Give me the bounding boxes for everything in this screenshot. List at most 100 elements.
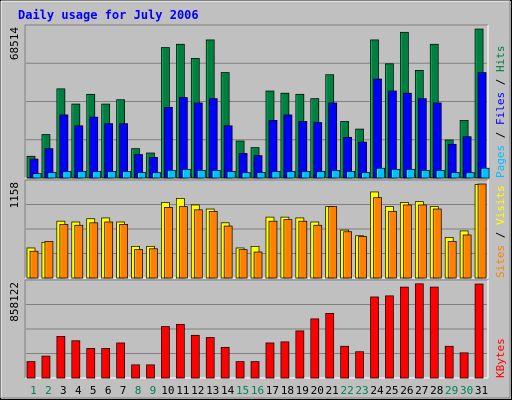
bar-pages-day-9 <box>152 172 161 179</box>
x-tick-label-day-20: 20 <box>311 384 324 397</box>
bar-kbytes-day-18 <box>280 341 290 379</box>
legend-item-sites: Sites <box>494 245 507 278</box>
bar-sites-day-20 <box>313 224 323 279</box>
x-tick-label-day-1: 1 <box>30 384 37 397</box>
x-tick-label-day-15: 15 <box>236 384 249 397</box>
bar-pages-day-1 <box>32 173 42 179</box>
bar-sites-day-2 <box>44 241 54 279</box>
y-max-label: 1158 <box>8 182 21 209</box>
bar-pages-day-24 <box>376 167 385 179</box>
bar-sites-day-25 <box>388 211 397 279</box>
bar-pages-day-26 <box>406 168 415 179</box>
x-tick-label-day-10: 10 <box>161 384 174 397</box>
bar-pages-day-18 <box>286 171 296 179</box>
bar-pages-day-13 <box>211 170 221 179</box>
bar-kbytes-day-13 <box>205 337 215 379</box>
bar-pages-day-16 <box>256 172 266 179</box>
bar-sites-day-24 <box>373 197 382 279</box>
bar-sites-day-8 <box>134 249 143 279</box>
bar-kbytes-day-8 <box>131 364 140 379</box>
bar-pages-day-31 <box>480 167 490 179</box>
bar-kbytes-day-23 <box>355 351 364 379</box>
bar-kbytes-day-3 <box>56 336 66 379</box>
x-tick-label-day-25: 25 <box>385 384 398 397</box>
x-tick-label-day-7: 7 <box>120 384 127 397</box>
bar-pages-day-25 <box>391 168 400 179</box>
bar-kbytes-day-14 <box>220 346 230 379</box>
x-tick-label-day-24: 24 <box>370 384 384 397</box>
bar-sites-day-23 <box>358 236 367 279</box>
legend-item-pages: Pages <box>494 145 507 178</box>
bar-pages-day-5 <box>92 171 102 179</box>
legend-visits_sites: Sites / Visits <box>494 185 507 278</box>
bar-kbytes-day-4 <box>71 340 81 379</box>
bar-kbytes-day-7 <box>116 342 125 379</box>
bar-pages-day-23 <box>361 172 370 179</box>
bar-sites-day-26 <box>403 204 412 279</box>
bar-sites-day-7 <box>119 224 128 279</box>
legend-hits_files_pages: Pages / Files / Hits <box>494 46 507 179</box>
bar-sites-day-22 <box>343 231 352 279</box>
bar-kbytes-day-24 <box>370 296 379 379</box>
bar-sites-day-27 <box>417 204 427 279</box>
y-max-label: 68514 <box>8 27 21 60</box>
bar-pages-day-2 <box>47 172 57 179</box>
legend-separator: / <box>494 72 507 92</box>
x-tick-label-day-30: 30 <box>460 384 473 397</box>
x-tick-label-day-17: 17 <box>266 384 279 397</box>
bar-kbytes-day-2 <box>41 355 51 379</box>
chart-title: Daily usage for July 2006 <box>18 8 199 22</box>
bar-sites-day-21 <box>328 206 338 279</box>
bar-pages-day-3 <box>62 171 72 179</box>
bar-pages-day-7 <box>122 171 131 179</box>
bar-pages-day-4 <box>77 171 87 179</box>
bar-kbytes-day-17 <box>265 342 275 379</box>
bar-kbytes-day-25 <box>385 295 394 379</box>
x-axis-labels: 1 2 3 4 5 6 7 8 9 10 11 12 13 14 15 16 17 18 19 20 21 22 23 24 2… <box>30 384 488 397</box>
x-tick-label-day-23: 23 <box>355 384 368 397</box>
bar-kbytes-day-11 <box>176 323 185 379</box>
panel-kbytes: 858122 KBytes <box>8 279 507 379</box>
x-tick-label-day-2: 2 <box>45 384 52 397</box>
x-tick-label-day-6: 6 <box>105 384 112 397</box>
bar-pages-day-22 <box>346 171 355 179</box>
bar-pages-day-20 <box>316 171 326 179</box>
bar-pages-day-10 <box>167 170 176 179</box>
x-tick-label-day-22: 22 <box>340 384 353 397</box>
bar-kbytes-day-1 <box>26 361 36 379</box>
bar-sites-day-18 <box>283 219 293 279</box>
bar-sites-day-12 <box>193 209 203 279</box>
bar-kbytes-day-30 <box>459 352 469 379</box>
bar-sites-day-14 <box>223 225 233 279</box>
x-tick-label-day-27: 27 <box>415 384 428 397</box>
bar-pages-day-21 <box>331 170 341 179</box>
bar-sites-day-30 <box>462 234 472 279</box>
x-tick-label-day-29: 29 <box>445 384 458 397</box>
x-tick-label-day-28: 28 <box>430 384 443 397</box>
bar-kbytes-day-22 <box>340 345 349 379</box>
bar-pages-day-11 <box>182 168 191 179</box>
x-tick-label-day-8: 8 <box>135 384 142 397</box>
legend-item-kbytes: KBytes <box>494 338 507 378</box>
bar-sites-day-9 <box>149 248 158 279</box>
bar-kbytes-day-28 <box>429 286 439 379</box>
bar-pages-day-6 <box>107 171 117 179</box>
bar-kbytes-day-21 <box>325 313 335 379</box>
x-tick-label-day-16: 16 <box>251 384 264 397</box>
x-tick-label-day-14: 14 <box>221 384 235 397</box>
bar-kbytes-day-15 <box>235 361 245 379</box>
bar-kbytes-day-16 <box>250 361 260 379</box>
x-tick-label-day-9: 9 <box>150 384 157 397</box>
bar-pages-day-19 <box>301 171 311 179</box>
bar-sites-day-13 <box>208 211 218 279</box>
bar-pages-day-17 <box>271 171 281 179</box>
bar-kbytes-day-5 <box>86 348 96 379</box>
x-tick-label-day-26: 26 <box>400 384 413 397</box>
bar-sites-day-11 <box>179 206 188 279</box>
bar-kbytes-day-9 <box>146 364 155 379</box>
x-tick-label-day-5: 5 <box>90 384 97 397</box>
bar-sites-day-3 <box>59 224 69 279</box>
x-tick-label-day-3: 3 <box>60 384 67 397</box>
bar-pages-day-14 <box>226 171 236 179</box>
